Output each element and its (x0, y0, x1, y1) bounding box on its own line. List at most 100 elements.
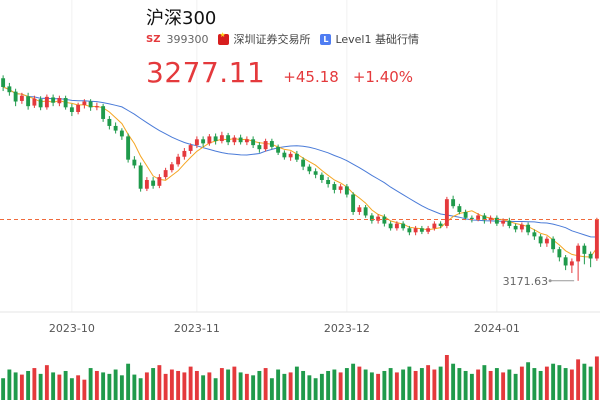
candle-body (88, 101, 93, 108)
candle-body (588, 253, 593, 259)
low-annotation-dot (548, 279, 552, 283)
level-label: Level1 基础行情 (335, 33, 419, 46)
volume-bar (44, 365, 49, 400)
candle-body (469, 217, 474, 219)
volume-bar (57, 374, 62, 400)
candle-body (513, 225, 518, 230)
volume-bar (138, 378, 143, 400)
volume-bar (107, 373, 112, 400)
price-row: 3277.11 +45.18 +1.40% (146, 56, 413, 89)
volume-bar (469, 373, 474, 400)
candle-body (426, 228, 431, 232)
candle-body (44, 96, 49, 108)
volume-bar (126, 363, 131, 400)
volume-bar (582, 363, 587, 400)
candle-body (119, 130, 124, 137)
volume-bar (544, 366, 549, 400)
volume-bar (594, 356, 599, 400)
candle-body (519, 224, 524, 230)
volume-bar (301, 370, 306, 400)
candle-body (32, 98, 37, 106)
volume-bar (513, 373, 518, 400)
volume-bar (182, 372, 187, 400)
volume-bar (407, 366, 412, 400)
candle-body (26, 96, 31, 107)
candle-body (401, 223, 406, 229)
volume-bar (444, 355, 449, 400)
volume-bar (451, 363, 456, 400)
volume-bar (94, 370, 99, 400)
x-tick-label: 2023-10 (49, 322, 95, 335)
candle-body (557, 249, 562, 258)
candle-body (476, 215, 481, 219)
volume-bar (1, 378, 6, 400)
volume-bar (313, 378, 318, 400)
volume-bar (557, 365, 562, 400)
candle-body (288, 153, 293, 158)
candle-body (326, 180, 331, 185)
candle-body (582, 245, 587, 254)
candle-body (494, 217, 499, 224)
volume-bar (288, 372, 293, 400)
volume-bar (88, 368, 93, 400)
candle-body (307, 166, 312, 172)
x-tick-label: 2023-12 (324, 322, 370, 335)
volume-bar (476, 369, 481, 400)
volume-bar (588, 366, 593, 400)
volume-bar (63, 370, 68, 400)
candle-body (207, 136, 212, 144)
volume-bar (213, 378, 218, 400)
candle-body (488, 217, 493, 221)
candle-body (382, 216, 387, 224)
candle-body (51, 97, 56, 103)
volume-bar (101, 372, 106, 400)
volume-bar (13, 372, 18, 400)
candle-body (532, 232, 537, 237)
volume-bar (369, 372, 374, 400)
volume-bar (357, 366, 362, 400)
candle-body (188, 145, 193, 151)
candle-body (507, 220, 512, 226)
volume-bar (388, 368, 393, 400)
candle-body (376, 216, 381, 221)
volume-bar (132, 374, 137, 400)
candle-body (501, 220, 506, 224)
volume-bar (207, 372, 212, 400)
volume-bar (151, 368, 156, 400)
candle-body (63, 98, 68, 108)
volume-bar (219, 368, 224, 400)
candle-body (463, 211, 468, 218)
volume-bar (51, 372, 56, 400)
volume-bar (238, 372, 243, 400)
volume-bar (344, 368, 349, 400)
candle-body (357, 207, 362, 212)
volume-bar (7, 369, 12, 400)
volume-bar (413, 370, 418, 400)
candle-body (101, 106, 106, 119)
volume-bar (394, 372, 399, 400)
candle-body (369, 215, 374, 221)
candle-body (232, 137, 237, 143)
volume-bar (501, 372, 506, 400)
x-tick-label: 2024-01 (474, 322, 520, 335)
candle-body (269, 141, 274, 147)
candle-body (94, 106, 99, 108)
volume-bar (532, 368, 537, 400)
candle-body (163, 170, 168, 178)
candle-body (526, 224, 531, 233)
volume-bar (76, 375, 81, 400)
volume-bar (244, 373, 249, 400)
x-tick-label: 2023-11 (174, 322, 220, 335)
candle-body (563, 257, 568, 266)
price-change-pct: +1.40% (352, 68, 414, 86)
candle-body (332, 184, 337, 190)
candle-body (457, 206, 462, 212)
last-price: 3277.11 (146, 56, 266, 89)
candle-body (388, 223, 393, 229)
candle-body (551, 238, 556, 250)
volume-bar (576, 359, 581, 400)
candle-body (107, 118, 112, 126)
volume-bar (338, 372, 343, 400)
volume-bar (19, 374, 24, 400)
